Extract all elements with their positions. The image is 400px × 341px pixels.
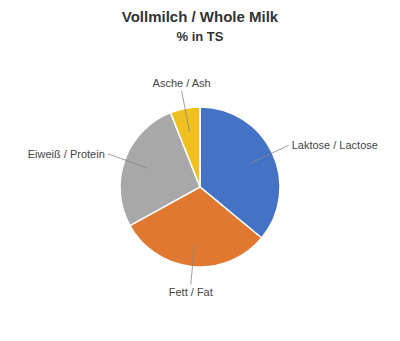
leader-line (191, 243, 195, 285)
slice-label: Fett / Fat (169, 286, 213, 298)
leader-line (182, 91, 190, 132)
labels: Laktose / Lactose Fett / Fat Eiweiß / Prot… (28, 77, 378, 297)
pie-slice (171, 107, 200, 187)
chart-svg: Vollmilch / Whole Milk % in TS Laktose / L… (0, 0, 400, 341)
pie (120, 107, 280, 267)
slice-label: Laktose / Lactose (292, 139, 378, 151)
chart-container: Vollmilch / Whole Milk % in TS Laktose / L… (0, 0, 400, 341)
slice-label: Eiweiß / Protein (28, 148, 105, 160)
title: Vollmilch / Whole Milk (122, 8, 279, 25)
leader-line (108, 154, 148, 168)
leader-line (251, 145, 289, 163)
subtitle: % in TS (177, 29, 224, 44)
slice-label: Asche / Ash (153, 77, 211, 89)
